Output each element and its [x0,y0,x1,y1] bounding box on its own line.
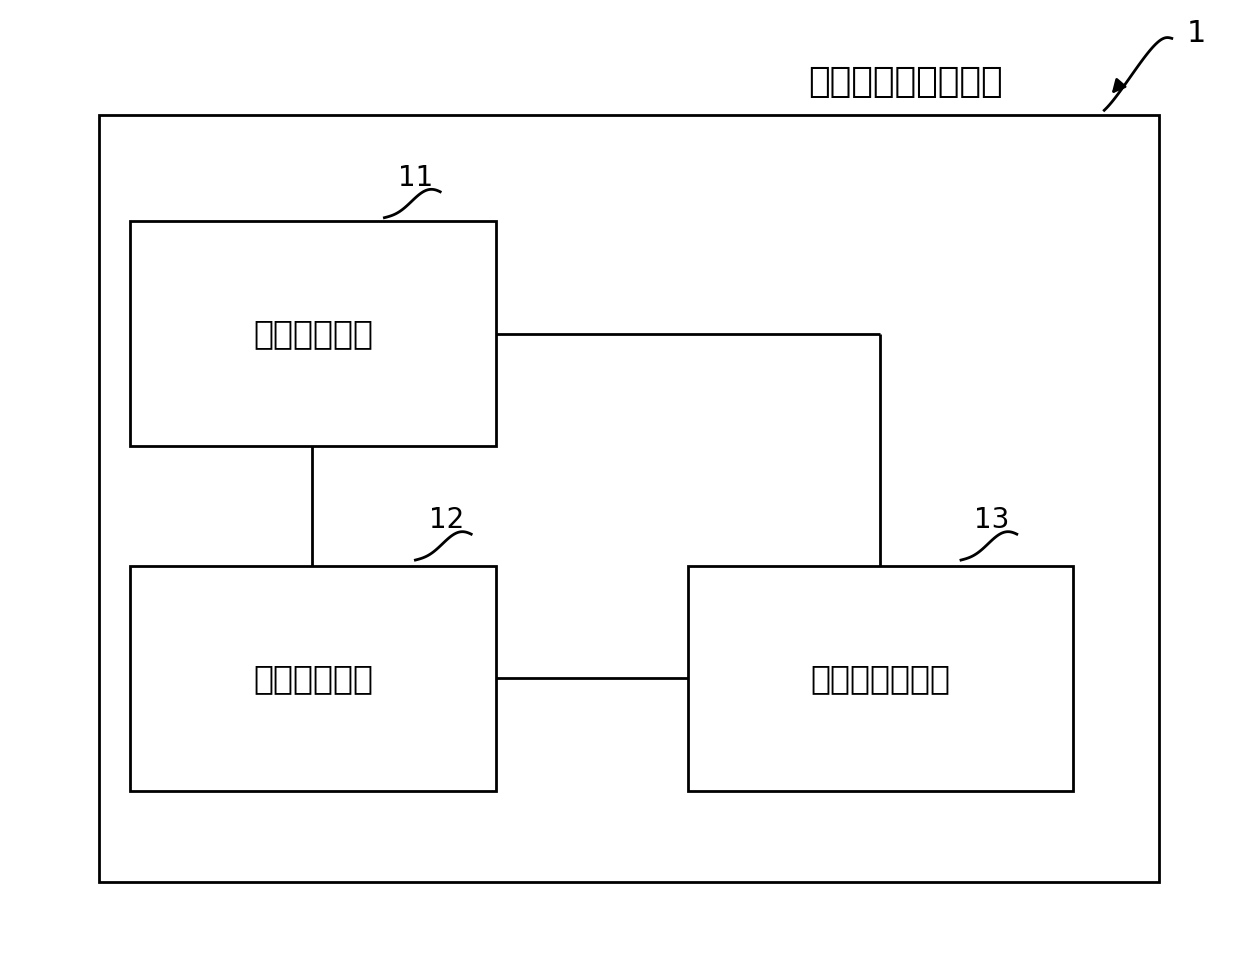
Text: 13: 13 [975,506,1009,534]
Bar [99,115,1159,882]
Text: 1: 1 [1187,19,1207,48]
Text: 标记添加单元: 标记添加单元 [253,662,373,695]
Text: 数据包转发单元: 数据包转发单元 [811,662,950,695]
Bar [130,221,496,446]
Text: 上行数据包转发装置: 上行数据包转发装置 [808,64,1002,99]
Bar [688,566,1073,791]
Text: 11: 11 [398,164,433,192]
Text: 12: 12 [429,506,464,534]
Text: 第一判断单元: 第一判断单元 [253,316,373,350]
Bar [130,566,496,791]
